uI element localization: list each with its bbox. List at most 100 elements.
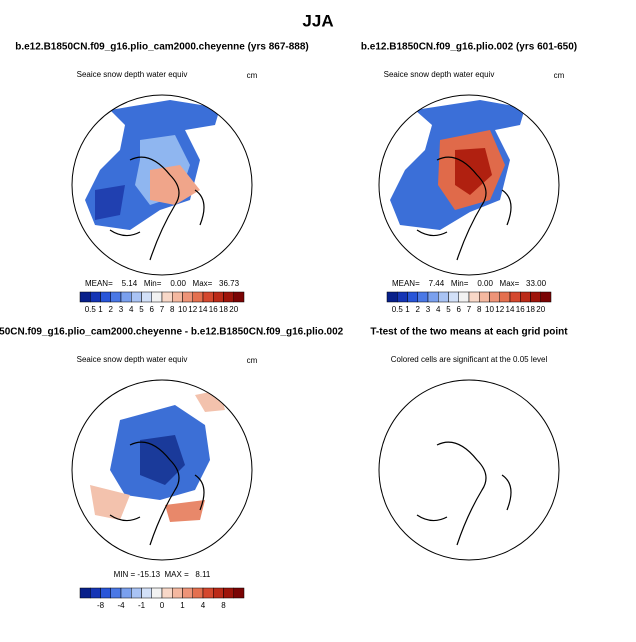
colorbar-label: 7 xyxy=(467,305,472,314)
colorbar-label: 1 xyxy=(180,601,185,610)
colorbar-label: 8 xyxy=(477,305,482,314)
colorbar-box xyxy=(131,291,142,303)
coastline xyxy=(109,441,205,546)
colorbar-box xyxy=(110,587,122,599)
panel-title: T-test of the two means at each grid poi… xyxy=(370,327,568,338)
colorbar-box xyxy=(438,291,449,303)
colorbar-box xyxy=(233,291,245,303)
colorbar-label: 5 xyxy=(139,305,144,314)
colorbar-box xyxy=(448,291,459,303)
colorbar-label: 8 xyxy=(170,305,175,314)
variable-name: Seaice snow depth water equiv xyxy=(77,70,188,79)
colorbar-box xyxy=(151,587,163,599)
colorbar-box xyxy=(120,291,132,303)
colorbar-box xyxy=(458,291,470,303)
colorbar-box xyxy=(131,587,142,599)
colorbar-label: 14 xyxy=(199,305,208,314)
panel-title: B1850CN.f09_g16.plio_cam2000.cheyenne - … xyxy=(0,327,344,338)
colorbar-box xyxy=(141,291,152,303)
colorbar-box xyxy=(90,291,101,303)
colorbar-box xyxy=(509,291,521,303)
colorbar-box xyxy=(110,291,122,303)
coastline xyxy=(416,441,512,546)
colorbar-box xyxy=(192,587,204,599)
colorbar-box xyxy=(192,291,204,303)
map-boundary xyxy=(378,94,560,276)
colorbar-box xyxy=(182,291,193,303)
colorbar-box xyxy=(427,291,439,303)
colorbar-label: 4 xyxy=(201,601,206,610)
figure-title: JJA xyxy=(302,11,333,30)
colorbar-box xyxy=(479,291,490,303)
colorbar-box xyxy=(120,587,132,599)
variable-name: Colored cells are significant at the 0.0… xyxy=(391,355,548,364)
colorbar-label: 18 xyxy=(219,305,228,314)
colorbar-box xyxy=(100,291,111,303)
colorbar-box xyxy=(540,291,552,303)
colorbar-box xyxy=(213,587,224,599)
colorbar-box xyxy=(213,291,224,303)
colorbar-label: 10 xyxy=(178,305,187,314)
colorbar-label: 20 xyxy=(536,305,545,314)
colorbar-label: 0.5 xyxy=(392,305,404,314)
colorbar-box xyxy=(79,587,91,599)
colorbar-label: 20 xyxy=(229,305,238,314)
colorbar-label: 16 xyxy=(516,305,525,314)
map-field xyxy=(390,100,525,230)
colorbar-box xyxy=(161,291,173,303)
colorbar-box xyxy=(397,291,408,303)
coastline xyxy=(416,156,512,261)
colorbar-box xyxy=(151,291,163,303)
colorbar-label: 5 xyxy=(446,305,451,314)
map-boundary xyxy=(71,379,253,561)
colorbar-box xyxy=(489,291,500,303)
colorbar-label: 10 xyxy=(485,305,494,314)
panel-title: b.e12.B1850CN.f09_g16.plio.002 (yrs 601-… xyxy=(361,42,577,53)
colorbar-label: 2 xyxy=(109,305,114,314)
map-field xyxy=(90,390,225,522)
map-field xyxy=(85,100,220,230)
colorbar-label: 3 xyxy=(119,305,124,314)
variable-name: Seaice snow depth water equiv xyxy=(384,70,495,79)
colorbar-label: 3 xyxy=(426,305,431,314)
variable-name: Seaice snow depth water equiv xyxy=(77,355,188,364)
colorbar-box xyxy=(172,291,183,303)
colorbar-label: 2 xyxy=(416,305,421,314)
colorbar-box xyxy=(407,291,418,303)
map-boundary xyxy=(378,379,560,561)
stats: MEAN= 5.14 Min= 0.00 Max= 36.73 xyxy=(85,279,240,288)
coastline xyxy=(109,156,205,261)
units: cm xyxy=(554,71,565,80)
map-boundary xyxy=(71,94,253,276)
colorbar-label: 8 xyxy=(221,601,226,610)
units: cm xyxy=(247,71,258,80)
colorbar-label: 12 xyxy=(495,305,504,314)
colorbar-label: 0.5 xyxy=(85,305,97,314)
colorbar-label: 12 xyxy=(188,305,197,314)
colorbar-box xyxy=(520,291,531,303)
colorbar-label: -8 xyxy=(97,601,105,610)
panel-title: b.e12.B1850CN.f09_g16.plio_cam2000.cheye… xyxy=(15,42,309,53)
stats: MIN = -15.13 MAX = 8.11 xyxy=(114,570,211,579)
colorbar-box xyxy=(468,291,480,303)
colorbar-label: 4 xyxy=(436,305,441,314)
colorbar-box xyxy=(100,587,111,599)
stats: MEAN= 7.44 Min= 0.00 Max= 33.00 xyxy=(392,279,547,288)
colorbar-box xyxy=(79,291,91,303)
colorbar-box xyxy=(172,587,183,599)
colorbar-box xyxy=(161,587,173,599)
colorbar-label: 4 xyxy=(129,305,134,314)
colorbar-label: -1 xyxy=(138,601,146,610)
units: cm xyxy=(247,356,258,365)
colorbar-label: 6 xyxy=(150,305,155,314)
colorbar-label: 18 xyxy=(526,305,535,314)
colorbar-box xyxy=(141,587,152,599)
colorbar-box xyxy=(202,291,214,303)
colorbar-box xyxy=(223,587,234,599)
colorbar-box xyxy=(233,587,245,599)
colorbar-box xyxy=(182,587,193,599)
colorbar-label: 1 xyxy=(98,305,103,314)
colorbar-box xyxy=(90,587,101,599)
